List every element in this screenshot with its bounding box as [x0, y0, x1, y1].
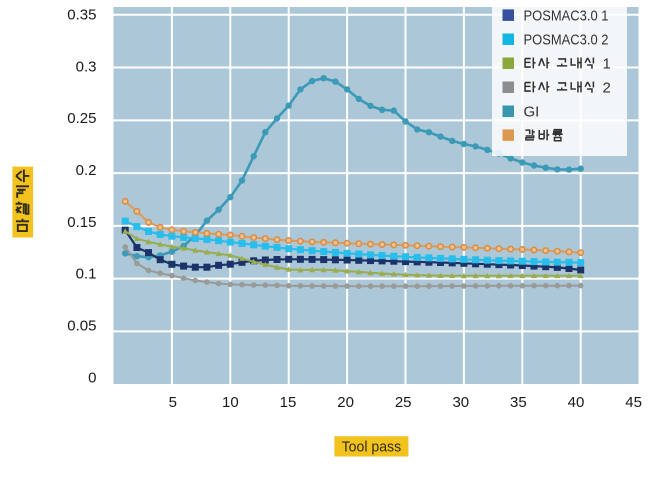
svg-text:0.35: 0.35: [67, 7, 96, 24]
svg-text:35: 35: [510, 394, 527, 411]
svg-text:45: 45: [625, 394, 642, 411]
svg-text:0.05: 0.05: [67, 318, 96, 335]
svg-text:30: 30: [452, 394, 469, 411]
svg-text:1: 1: [603, 56, 611, 73]
svg-text:0.3: 0.3: [76, 58, 97, 75]
svg-text:0.2: 0.2: [76, 162, 97, 179]
svg-text:40: 40: [568, 394, 585, 411]
svg-text:Tool pass: Tool pass: [342, 439, 402, 455]
svg-text:10: 10: [222, 394, 239, 411]
svg-text:0.1: 0.1: [76, 266, 97, 283]
svg-text:POSMAC3.0 2: POSMAC3.0 2: [524, 32, 609, 49]
svg-text:15: 15: [280, 394, 297, 411]
svg-text:POSMAC3.0 1: POSMAC3.0 1: [524, 8, 609, 25]
svg-text:20: 20: [337, 394, 354, 411]
svg-text:GI: GI: [524, 104, 540, 121]
svg-text:0: 0: [88, 369, 96, 386]
svg-text:0.15: 0.15: [67, 214, 96, 231]
svg-text:5: 5: [169, 394, 177, 411]
svg-text:2: 2: [603, 80, 611, 97]
svg-text:25: 25: [395, 394, 412, 411]
svg-text:0.25: 0.25: [67, 110, 96, 127]
